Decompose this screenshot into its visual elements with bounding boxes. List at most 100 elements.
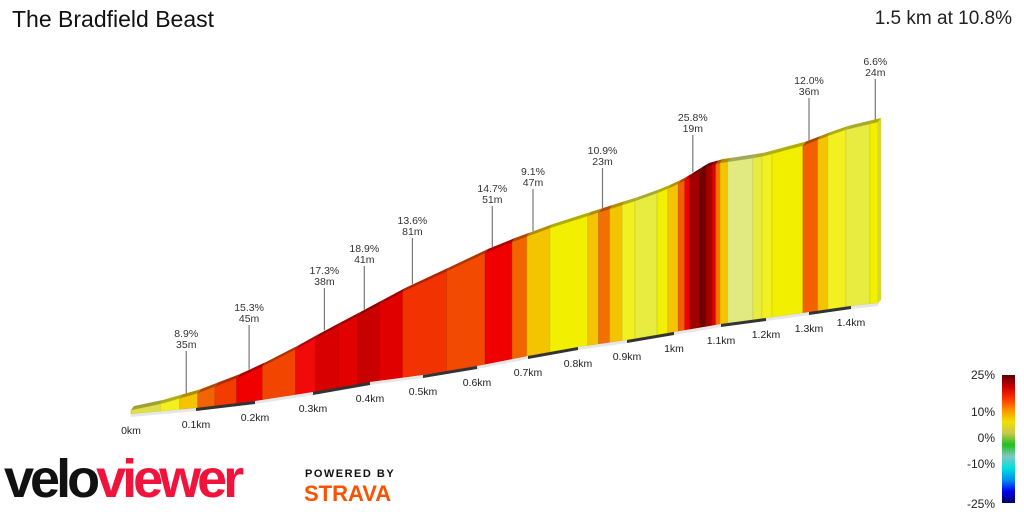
distance-scale-band [255, 392, 313, 404]
segment-top-edge [550, 211, 591, 228]
gradient-segment [761, 153, 773, 319]
annotation-length: 24m [865, 67, 886, 79]
segment-top-edge [869, 118, 881, 124]
segment-top-edge [598, 204, 613, 213]
segment-top-edge [827, 125, 849, 136]
gradient-segment [337, 315, 359, 388]
segment-annotation: 25.8%19m [678, 112, 708, 173]
gradient-segment [711, 163, 717, 326]
gradient-segment [621, 200, 636, 342]
x-tick-label: 0.4km [356, 393, 385, 405]
powered-by-label: POWERED BY [305, 468, 396, 480]
gradient-segment [689, 170, 701, 330]
distance-scale-band [627, 332, 674, 343]
legend-color-bar [1002, 375, 1015, 503]
segment-top-edge [634, 189, 661, 202]
segment-top-edge [667, 179, 682, 189]
annotation-gradient: 13.6% [398, 215, 428, 227]
annotation-length: 41m [354, 254, 375, 266]
distance-scale-band [313, 382, 370, 395]
x-tick-label: 1.3km [795, 323, 824, 335]
x-tick-label: 0.3km [299, 403, 328, 415]
segment-top-edge [262, 345, 299, 367]
annotation-gradient: 10.9% [588, 145, 618, 157]
gradient-segment [526, 227, 551, 357]
gradient-segment [752, 156, 763, 321]
annotation-length: 51m [482, 194, 503, 206]
segment-top-edge [727, 154, 756, 162]
segment-top-edge [131, 399, 164, 410]
gradient-segment [484, 241, 513, 365]
gradient-segment [727, 157, 754, 324]
distance-scale-band [196, 401, 255, 411]
gradient-segment [667, 183, 679, 334]
segment-top-edge [379, 287, 406, 305]
segment-annotation: 9.1%47m [521, 166, 545, 232]
segment-top-edge [657, 184, 671, 194]
gradient-segment [587, 212, 599, 346]
gradient-segment [511, 236, 528, 360]
legend-label: -10% [967, 457, 995, 471]
gradient-segment [817, 135, 829, 312]
gradient-segment [845, 123, 871, 308]
annotation-gradient: 9.1% [521, 166, 545, 178]
annotation-gradient: 25.8% [678, 112, 708, 124]
veloviewer-logo: veloviewer [4, 449, 244, 509]
distance-scale-band [674, 324, 721, 335]
segment-top-edge [761, 149, 776, 157]
segment-top-edge [845, 119, 873, 130]
segment-top-edge [817, 131, 831, 140]
gradient-segment [771, 145, 804, 318]
segment-top-edge [802, 135, 821, 146]
annotation-length: 35m [176, 339, 197, 351]
gradient-segment [719, 161, 729, 325]
segment-annotation: 6.6%24m [863, 56, 887, 120]
gradient-legend: 25% 10% 0% -10% -25% [967, 368, 1015, 511]
segment-annotation: 18.9%41m [349, 243, 379, 310]
x-tick-label: 0.9km [613, 351, 642, 363]
legend-label: 25% [971, 368, 995, 382]
annotation-length: 36m [799, 86, 820, 98]
gradient-segment [802, 139, 819, 314]
x-tick-label: 1.2km [752, 329, 781, 341]
distance-scale-band [578, 340, 627, 350]
gradient-segment [549, 215, 589, 353]
legend-label: 10% [971, 405, 995, 419]
strava-logo: STRAVA [304, 481, 392, 506]
gradient-segment [827, 129, 847, 310]
segment-top-edge [712, 160, 719, 166]
annotation-gradient: 12.0% [794, 75, 824, 87]
x-tick-label: 1.1km [707, 335, 736, 347]
gradient-segment [598, 208, 611, 345]
distance-scale-band [423, 366, 477, 378]
segment-top-edge [485, 237, 516, 253]
segment-top-edge [236, 362, 266, 379]
page-title: The Bradfield Beast [12, 6, 215, 32]
annotation-gradient: 17.3% [310, 265, 340, 277]
distance-scale-band [370, 375, 423, 385]
gradient-segment [379, 291, 404, 382]
segment-top-edge [512, 232, 530, 242]
gradient-segment [677, 179, 686, 332]
distance-scale-band [528, 347, 578, 359]
x-tick-label: 1km [664, 343, 684, 355]
segment-top-edge [526, 224, 553, 237]
x-tick-label: 0.2km [241, 412, 270, 424]
segment-top-edge [609, 201, 626, 209]
gradient-segment [634, 192, 658, 339]
gradient-segment [446, 252, 486, 372]
segment-top-edge [705, 161, 716, 168]
distance-scale-band [851, 303, 878, 309]
segment-top-edge [160, 394, 183, 404]
gradient-segment [869, 121, 879, 305]
x-tick-label: 0.8km [564, 358, 593, 370]
segment-top-edge [678, 176, 688, 184]
annotation-gradient: 14.7% [477, 183, 507, 195]
legend-label: -25% [967, 497, 995, 511]
segment-top-edge [699, 163, 709, 171]
segment-top-edge [295, 334, 319, 350]
segment-top-edge [338, 311, 362, 327]
annotation-length: 38m [314, 276, 335, 288]
x-tick-label: 1.4km [837, 317, 866, 329]
